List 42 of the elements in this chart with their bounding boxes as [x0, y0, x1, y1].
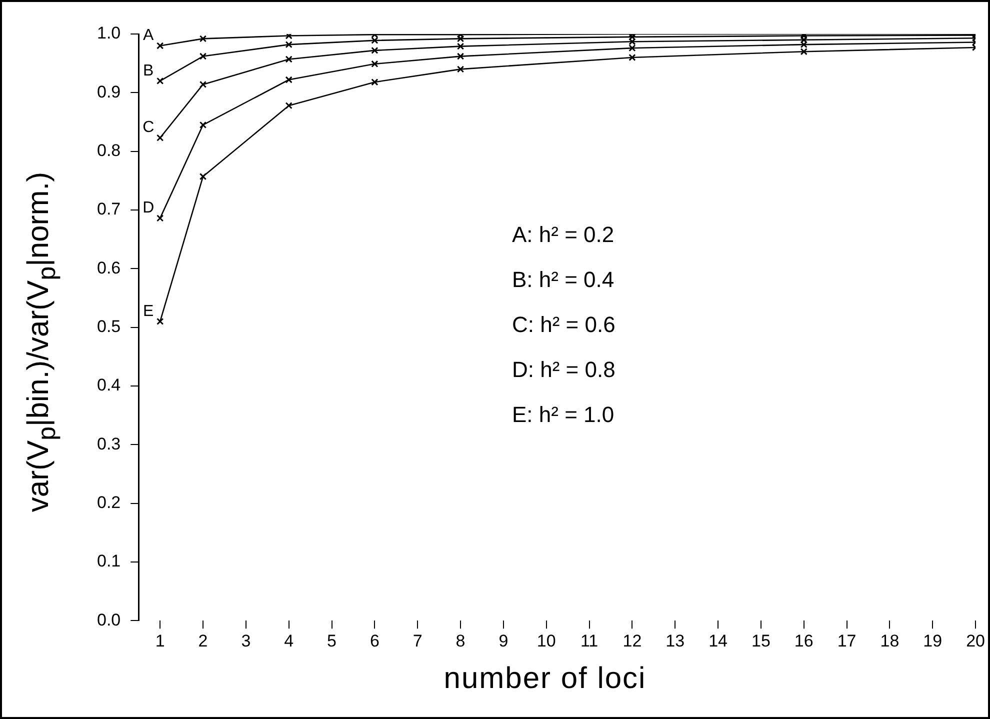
- x-tick-label: 19: [923, 631, 942, 650]
- x-tick-label: 17: [837, 631, 856, 650]
- y-tick-label: 1.0: [96, 24, 121, 43]
- annotation: D: h² = 0.8: [512, 356, 616, 384]
- y-tick-label: 0.9: [96, 82, 121, 102]
- annotation: B: h² = 0.4: [512, 266, 616, 294]
- x-tick-label: 1: [155, 631, 165, 650]
- y-tick-label: 0.7: [96, 200, 121, 219]
- y-tick-label: 0.3: [96, 434, 121, 454]
- x-tick-label: 4: [284, 631, 294, 650]
- annotation: A: h² = 0.2: [512, 221, 616, 249]
- y-tick-label: 0.4: [96, 376, 121, 395]
- series-label: C: [142, 119, 154, 136]
- x-tick-label: 9: [498, 631, 508, 650]
- series-label: A: [143, 27, 154, 44]
- x-tick-label: 12: [622, 631, 642, 650]
- x-tick-label: 13: [666, 631, 685, 650]
- y-tick-label: 0.5: [96, 316, 121, 336]
- y-tick-label: 0.6: [96, 258, 121, 278]
- y-tick-label: 0.8: [96, 141, 121, 160]
- x-tick-label: 5: [327, 631, 336, 650]
- y-tick-label: 0.0: [96, 610, 121, 630]
- x-tick-label: 14: [708, 631, 728, 650]
- annotation: E: h² = 1.0: [512, 401, 616, 429]
- y-tick-label: 0.1: [96, 552, 121, 571]
- x-tick-label: 3: [241, 631, 251, 650]
- x-tick-label: 20: [966, 631, 986, 650]
- series-label: D: [142, 200, 154, 217]
- x-tick-label: 6: [370, 631, 380, 650]
- x-tick-label: 11: [580, 631, 598, 650]
- x-tick-label: 18: [880, 631, 900, 650]
- annotation: C: h² = 0.6: [512, 311, 616, 339]
- x-tick-label: 2: [198, 631, 208, 650]
- series-label: B: [143, 62, 154, 80]
- x-tick-label: 7: [412, 631, 422, 650]
- x-tick-label: 8: [456, 631, 466, 650]
- series-label: E: [143, 302, 154, 320]
- y-tick-label: 0.2: [96, 492, 121, 512]
- x-axis-title: number of loci: [442, 662, 648, 696]
- x-tick-label: 15: [751, 631, 770, 650]
- x-tick-label: 16: [794, 631, 814, 650]
- x-tick-label: 10: [536, 631, 556, 650]
